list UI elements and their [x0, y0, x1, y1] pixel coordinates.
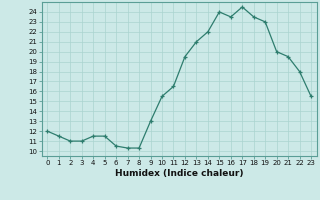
X-axis label: Humidex (Indice chaleur): Humidex (Indice chaleur) — [115, 169, 244, 178]
